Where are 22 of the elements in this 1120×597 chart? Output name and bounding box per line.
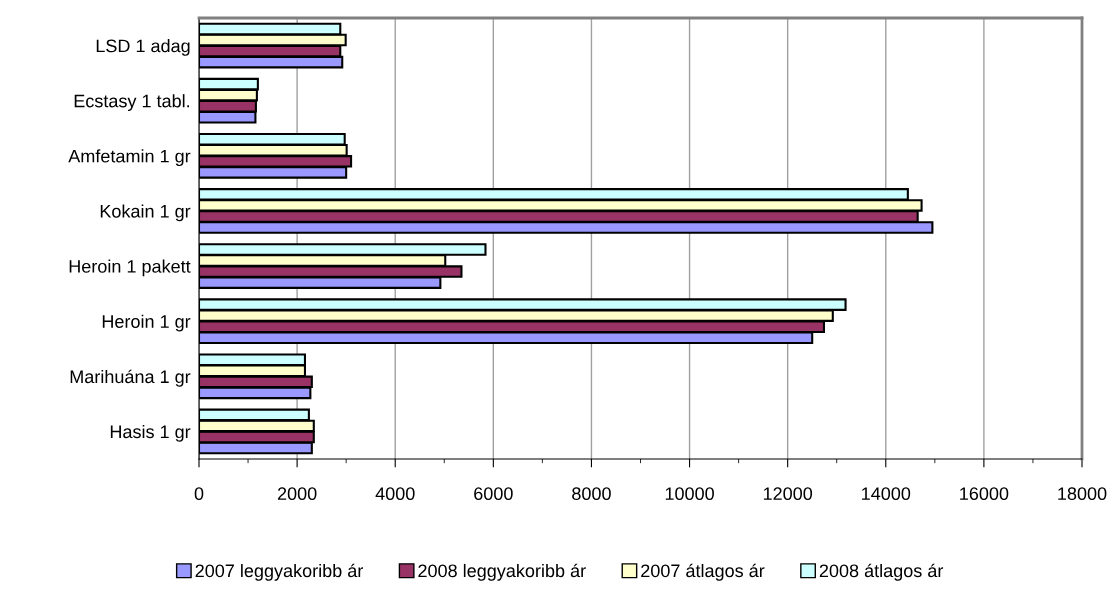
x-tick-label: 6000 (474, 487, 513, 501)
x-tick-label: 4000 (375, 487, 415, 501)
legend-label: 2008 leggyakoribb ár (418, 563, 586, 581)
legend-label: 2007 leggyakoribb ár (195, 563, 364, 581)
y-tick-label: Hasis 1 gr (110, 424, 191, 442)
x-tick-label: 14000 (862, 487, 911, 501)
x-tick-label: 18000 (1058, 487, 1107, 501)
y-tick-label: Kokain 1 gr (100, 204, 191, 222)
y-tick-label: Heroin 1 pakett (69, 259, 191, 277)
legend-label: 2008 átlagos ár (819, 563, 944, 581)
y-tick-label: Amfetamin 1 gr (68, 149, 191, 167)
y-tick-label: Heroin 1 gr (102, 314, 191, 332)
x-tick-label: 0 (194, 487, 204, 501)
x-tick-label: 16000 (960, 487, 1009, 501)
x-tick-label: 8000 (572, 487, 611, 501)
x-tick-label: 2000 (277, 487, 317, 501)
y-tick-label: Ecstasy 1 tabl. (74, 94, 190, 111)
x-tick-label: 10000 (665, 487, 714, 501)
x-tick-label: 12000 (763, 487, 813, 501)
y-tick-label: LSD 1 adag (96, 39, 190, 56)
y-tick-label: Marihuána 1 gr (70, 369, 191, 387)
legend-label: 2007 átlagos ár (641, 563, 765, 581)
